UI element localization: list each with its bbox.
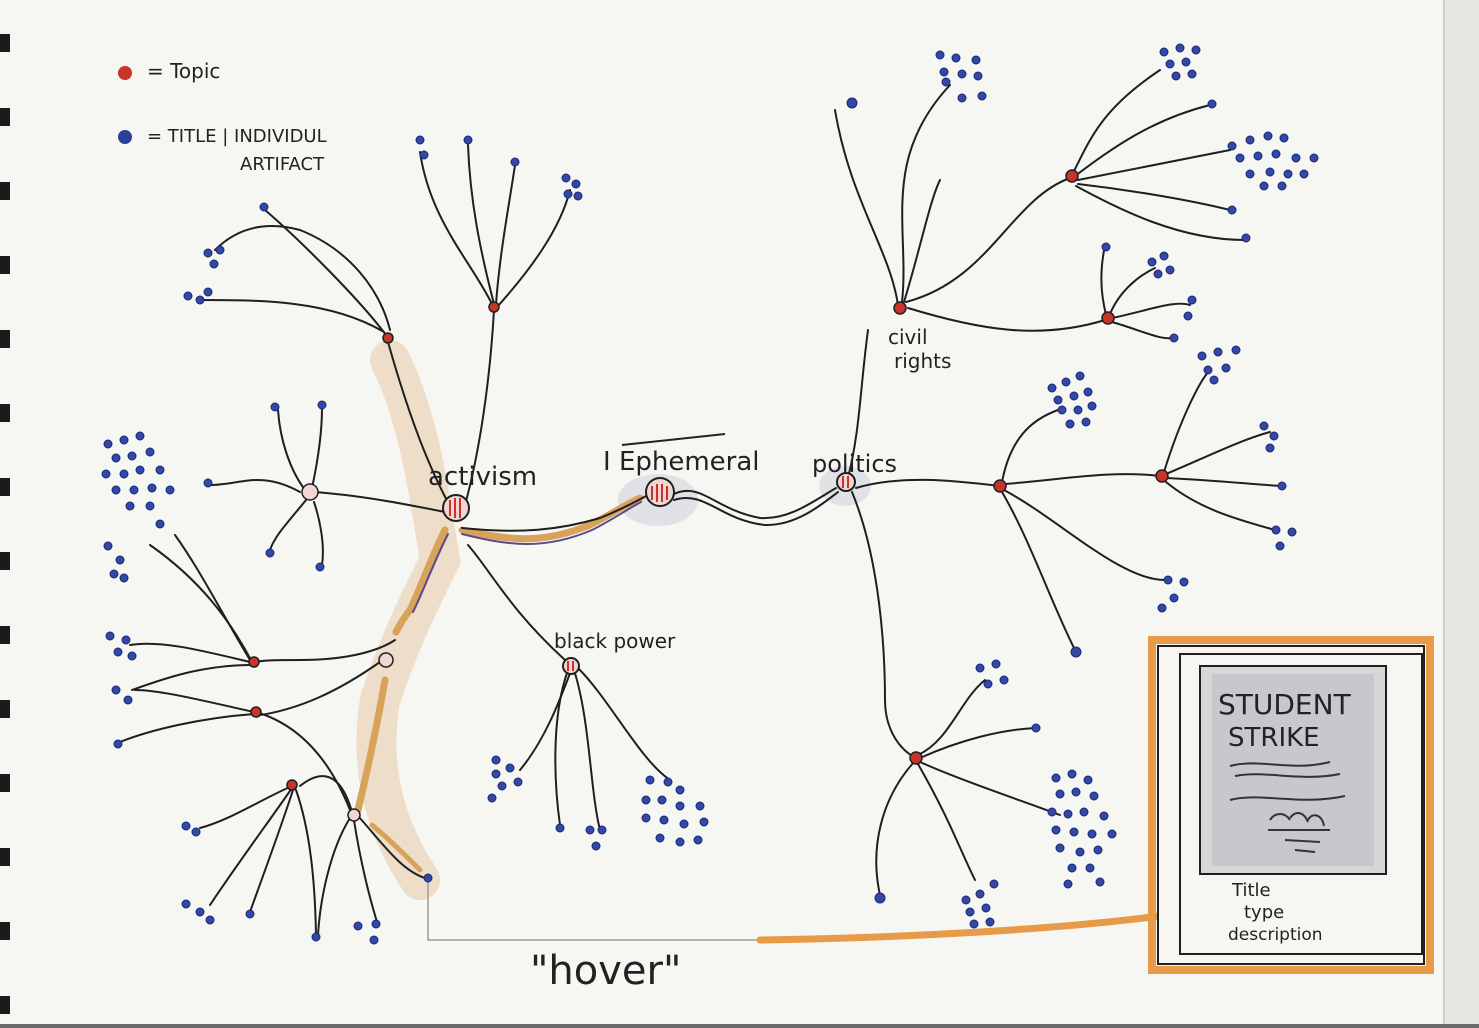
preview-title-2: STRIKE (1228, 723, 1320, 753)
label-activism: activism (428, 462, 537, 492)
label-civil-rights-2: rights (894, 349, 951, 373)
preview-title-1: STUDENT (1218, 688, 1352, 721)
legend-topic-swatch (118, 66, 132, 80)
topic-nodes (248, 169, 1169, 822)
label-black-power: black power (554, 629, 676, 653)
black-power-node (562, 657, 580, 675)
legend-title-swatch (118, 130, 132, 144)
ephemeral-text: Ephemeral (619, 447, 760, 477)
label-ephemeral: I Ephemeral (603, 447, 760, 477)
paper-right-edge (1444, 0, 1479, 1024)
legend-title-label: = TITLE | INDIVIDUL (147, 126, 327, 147)
preview-card: STUDENT STRIKE Title type description (1148, 636, 1434, 974)
legend-artifact-label: ARTIFACT (240, 154, 325, 175)
politics-node (836, 472, 856, 492)
ink-branches (119, 69, 1281, 936)
ephemeral-node (645, 477, 675, 507)
label-politics: politics (812, 450, 897, 478)
preview-meta-type: type (1244, 902, 1284, 923)
preview-meta-description: description (1228, 925, 1323, 945)
spiral-binding (0, 34, 10, 1014)
preview-meta-title: Title (1231, 880, 1271, 901)
legend-topic-label: = Topic (147, 59, 220, 83)
legend: = Topic = TITLE | INDIVIDUL ARTIFACT (118, 59, 327, 175)
hover-connector (427, 880, 1164, 944)
artifact-nodes (101, 43, 1319, 945)
hover-note: "hover" (530, 948, 681, 994)
label-civil-rights-1: civil (888, 325, 928, 349)
activism-node (442, 494, 470, 522)
